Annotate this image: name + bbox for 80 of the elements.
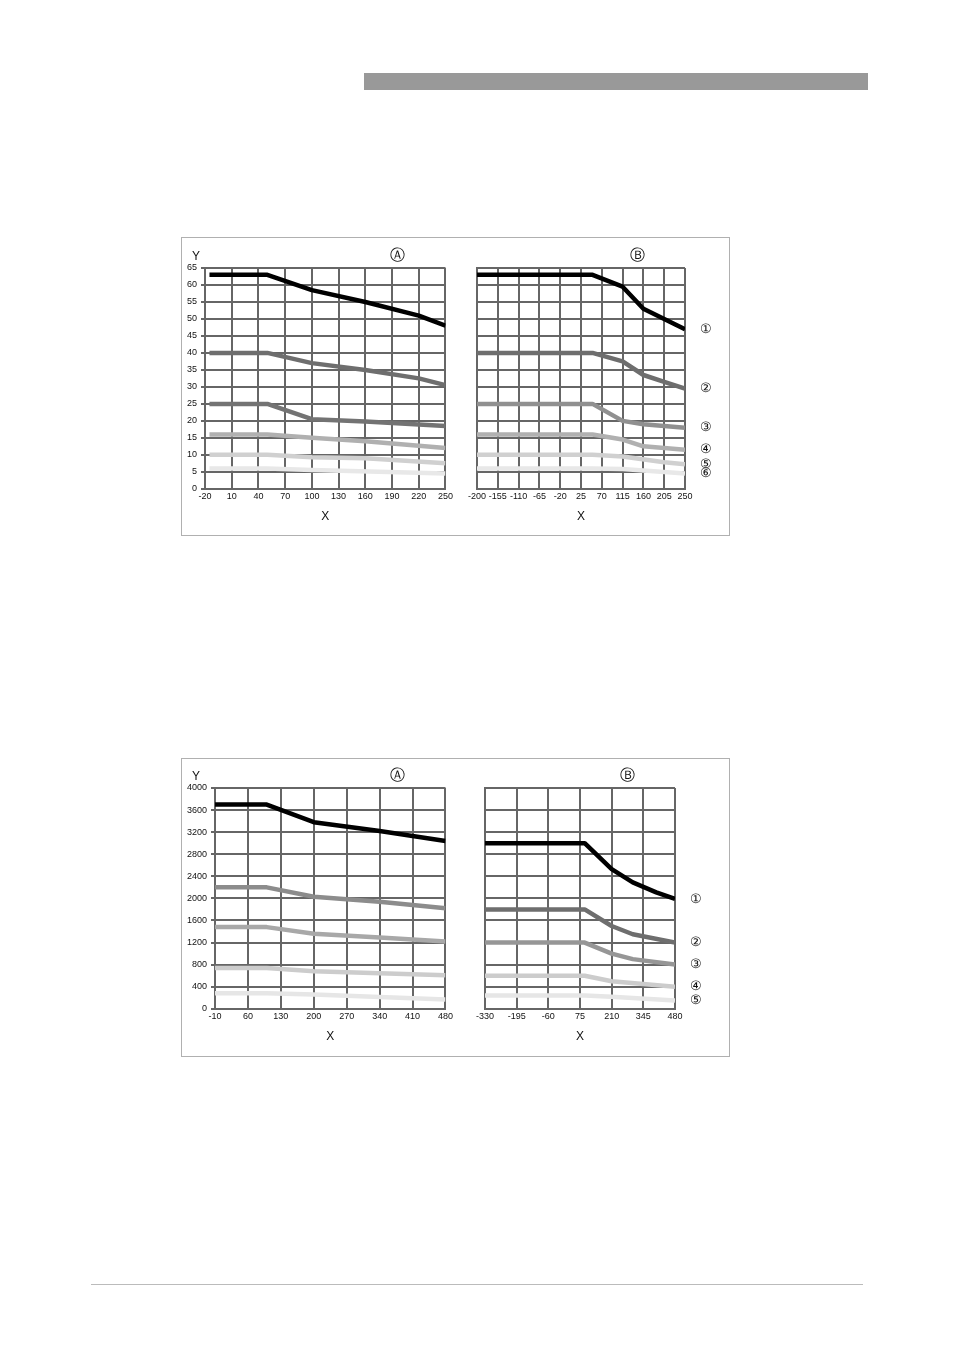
x-tick-label: 410 [405, 1010, 421, 1021]
x-tick-label: 40 [253, 490, 264, 501]
x-tick-label: -10 [208, 1010, 222, 1021]
series-label: ④ [700, 441, 712, 457]
chart-title: Ⓐ [389, 246, 405, 264]
y-tick-label: 60 [187, 279, 198, 290]
x-tick-label: 250 [437, 490, 454, 501]
x-tick-label: 70 [280, 490, 291, 501]
x-tick-label: -20 [553, 490, 567, 501]
y-tick-label: 5 [192, 466, 198, 477]
x-tick-label: 210 [604, 1010, 620, 1021]
y-tick-label: 1600 [186, 914, 208, 925]
series-label: ② [690, 934, 702, 950]
x-tick-label: -110 [509, 490, 528, 501]
x-tick-label: 130 [273, 1010, 289, 1021]
x-tick-label: 205 [656, 490, 672, 501]
y-tick-label: 1200 [186, 937, 208, 948]
y-tick-label: 15 [187, 432, 198, 443]
x-tick-label: -195 [507, 1010, 526, 1021]
series-label: ⑤ [690, 992, 702, 1008]
x-tick-label: 480 [437, 1010, 454, 1021]
y-axis-title: Y [192, 249, 201, 264]
x-axis-title: X [321, 509, 330, 524]
y-tick-label: 2400 [186, 870, 208, 881]
x-tick-label: 250 [677, 490, 693, 501]
y-tick-label: 45 [187, 330, 198, 341]
x-tick-label: 345 [635, 1010, 651, 1021]
y-tick-label: 40 [187, 347, 198, 358]
series-label: ④ [690, 978, 702, 994]
y-tick-label: 25 [187, 398, 198, 409]
x-tick-label: 75 [574, 1010, 586, 1021]
y-tick-label: 10 [187, 449, 198, 460]
y-tick-label: 20 [187, 415, 198, 426]
y-tick-label: 400 [191, 981, 208, 992]
x-tick-label: 25 [575, 490, 587, 501]
x-tick-label: -65 [532, 490, 546, 501]
y-tick-label: 800 [191, 959, 208, 970]
series-label: ③ [690, 956, 702, 972]
series-label: ① [700, 320, 712, 336]
y-tick-label: 0 [202, 1003, 208, 1014]
y-tick-label: 55 [187, 296, 198, 307]
y-tick-label: 2800 [186, 848, 208, 859]
y-tick-label: 2000 [186, 892, 208, 903]
x-tick-label: -330 [475, 1010, 495, 1021]
chart-title: Ⓑ [619, 766, 635, 784]
x-tick-label: -200 [467, 490, 487, 501]
x-tick-label: -20 [198, 490, 212, 501]
y-tick-label: 4000 [186, 782, 208, 793]
y-axis-title: Y [192, 769, 201, 784]
x-axis-title: X [326, 1029, 335, 1044]
x-tick-label: 340 [372, 1010, 388, 1021]
x-tick-label: -155 [488, 490, 507, 501]
y-tick-label: 30 [187, 381, 198, 392]
series-label: ② [700, 380, 712, 396]
chart-title: Ⓐ [389, 766, 405, 784]
x-tick-label: 160 [635, 490, 651, 501]
x-tick-label: 200 [306, 1010, 322, 1021]
y-tick-label: 3200 [186, 826, 208, 837]
y-tick-label: 50 [187, 313, 198, 324]
x-tick-label: 480 [667, 1010, 683, 1021]
x-axis-title: X [575, 1029, 585, 1044]
x-tick-label: 130 [331, 490, 347, 501]
x-tick-label: -60 [541, 1010, 555, 1021]
x-tick-label: 60 [242, 1010, 253, 1021]
x-tick-label: 115 [615, 490, 630, 501]
y-tick-label: 35 [187, 364, 198, 375]
chart-title: Ⓑ [629, 246, 645, 264]
y-tick-label: 3600 [186, 804, 208, 815]
y-tick-label: 0 [192, 483, 198, 494]
x-tick-label: 190 [384, 490, 400, 501]
x-tick-label: 270 [339, 1010, 355, 1021]
x-tick-label: 70 [596, 490, 607, 501]
x-tick-label: 10 [226, 490, 237, 501]
x-tick-label: 160 [357, 490, 373, 501]
series-label: ① [690, 890, 702, 906]
x-tick-label: 100 [304, 490, 320, 501]
y-tick-label: 65 [187, 262, 198, 273]
x-axis-title: X [576, 509, 586, 524]
series-label: ③ [700, 419, 712, 435]
x-tick-label: 220 [411, 490, 427, 501]
